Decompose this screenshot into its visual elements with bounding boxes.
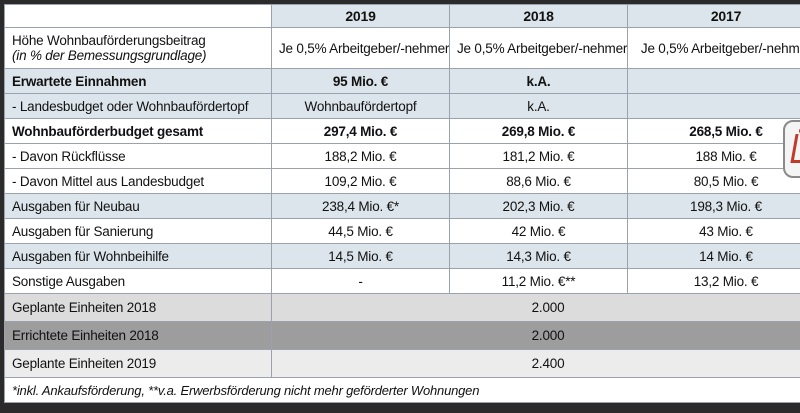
value-2017: 13,2 Mio. € (627, 268, 800, 294)
value-2019: 95 Mio. € (271, 68, 450, 94)
row-sublabel: (in % der Bemessungsgrundlage) (12, 48, 207, 63)
value-2019: 297,4 Mio. € (271, 118, 450, 144)
value-2017 (627, 68, 800, 94)
footnote-row: *inkl. Ankaufsförderung, **v.a. Erwerbsf… (4, 377, 800, 403)
year-2019-header: 2019 (271, 4, 450, 28)
row-label: - Landesbudget oder Wohnbaufördertopf (4, 93, 272, 119)
table-row: Ausgaben für Wohnbeihilfe 14,5 Mio. € 14… (4, 243, 800, 269)
value-2019: Wohnbaufördertopf (271, 93, 450, 119)
row-label: - Davon Mittel aus Landesbudget (4, 168, 272, 194)
units-label: Geplante Einheiten 2019 (4, 349, 272, 378)
value-2017 (627, 93, 800, 119)
value-2018: k.A. (449, 68, 628, 94)
value-2018: 14,3 Mio. € (449, 243, 628, 269)
value-2017: 80,5 Mio. € (627, 168, 800, 194)
value-2017: Je 0,5% Arbeitgeber/-nehmer (627, 27, 800, 69)
value-2019: 188,2 Mio. € (271, 143, 450, 169)
table-row: Wohnbauförderbudget gesamt 297,4 Mio. € … (4, 118, 800, 144)
row-label: Höhe Wohnbauförderungsbeitrag (in % der … (4, 27, 272, 69)
regional-seal-icon (783, 120, 800, 178)
value-2019: 238,4 Mio. €* (271, 193, 450, 219)
value-2017: 268,5 Mio. € (627, 118, 800, 144)
year-2018-header: 2018 (449, 4, 628, 28)
header-blank-cell (4, 4, 272, 28)
units-value: 2.000 (271, 293, 800, 322)
value-2018: Je 0,5% Arbeitgeber/-nehmer (449, 27, 628, 69)
value-2018: 42 Mio. € (449, 218, 628, 244)
row-label: Wohnbauförderbudget gesamt (4, 118, 272, 144)
units-row: Geplante Einheiten 2018 2.000 (4, 293, 800, 322)
value-2018: 269,8 Mio. € (449, 118, 628, 144)
footnote: *inkl. Ankaufsförderung, **v.a. Erwerbsf… (4, 377, 800, 403)
value-2017: 188 Mio. € (627, 143, 800, 169)
value-2017: 43 Mio. € (627, 218, 800, 244)
value-2018: 181,2 Mio. € (449, 143, 628, 169)
table-row: - Landesbudget oder Wohnbaufördertopf Wo… (4, 93, 800, 119)
value-2018: 88,6 Mio. € (449, 168, 628, 194)
row-label: Ausgaben für Wohnbeihilfe (4, 243, 272, 269)
value-2019: - (271, 268, 450, 294)
table-row: - Davon Rückflüsse 188,2 Mio. € 181,2 Mi… (4, 143, 800, 169)
row-label: Ausgaben für Neubau (4, 193, 272, 219)
units-value: 2.000 (271, 321, 800, 350)
value-2017: 14 Mio. € (627, 243, 800, 269)
housing-subsidy-table: 2019 2018 2017 Höhe Wohnbauförderungsbei… (4, 4, 800, 403)
units-value: 2.400 (271, 349, 800, 378)
row-label: Erwartete Einnahmen (4, 68, 272, 94)
table-row: - Davon Mittel aus Landesbudget 109,2 Mi… (4, 168, 800, 194)
value-2019: 14,5 Mio. € (271, 243, 450, 269)
year-2017-header: 2017 (627, 4, 800, 28)
table-row: Erwartete Einnahmen 95 Mio. € k.A. (4, 68, 800, 94)
table-row: Ausgaben für Neubau 238,4 Mio. €* 202,3 … (4, 193, 800, 219)
value-2018: 202,3 Mio. € (449, 193, 628, 219)
table-row: Höhe Wohnbauförderungsbeitrag (in % der … (4, 27, 800, 69)
value-2019: Je 0,5% Arbeitgeber/-nehmer (271, 27, 450, 69)
table-row: Sonstige Ausgaben - 11,2 Mio. €** 13,2 M… (4, 268, 800, 294)
value-2018: 11,2 Mio. €** (449, 268, 628, 294)
header-row: 2019 2018 2017 (4, 4, 800, 28)
table-row: Ausgaben für Sanierung 44,5 Mio. € 42 Mi… (4, 218, 800, 244)
value-2019: 44,5 Mio. € (271, 218, 450, 244)
value-2019: 109,2 Mio. € (271, 168, 450, 194)
row-label: - Davon Rückflüsse (4, 143, 272, 169)
seal-mark (790, 134, 800, 163)
value-2018: k.A. (449, 93, 628, 119)
units-row: Errichtete Einheiten 2018 2.000 (4, 321, 800, 350)
row-label: Ausgaben für Sanierung (4, 218, 272, 244)
units-label: Geplante Einheiten 2018 (4, 293, 272, 322)
row-label-text: Höhe Wohnbauförderungsbeitrag (12, 33, 206, 48)
units-row: Geplante Einheiten 2019 2.400 (4, 349, 800, 378)
value-2017: 198,3 Mio. € (627, 193, 800, 219)
units-label: Errichtete Einheiten 2018 (4, 321, 272, 350)
row-label: Sonstige Ausgaben (4, 268, 272, 294)
